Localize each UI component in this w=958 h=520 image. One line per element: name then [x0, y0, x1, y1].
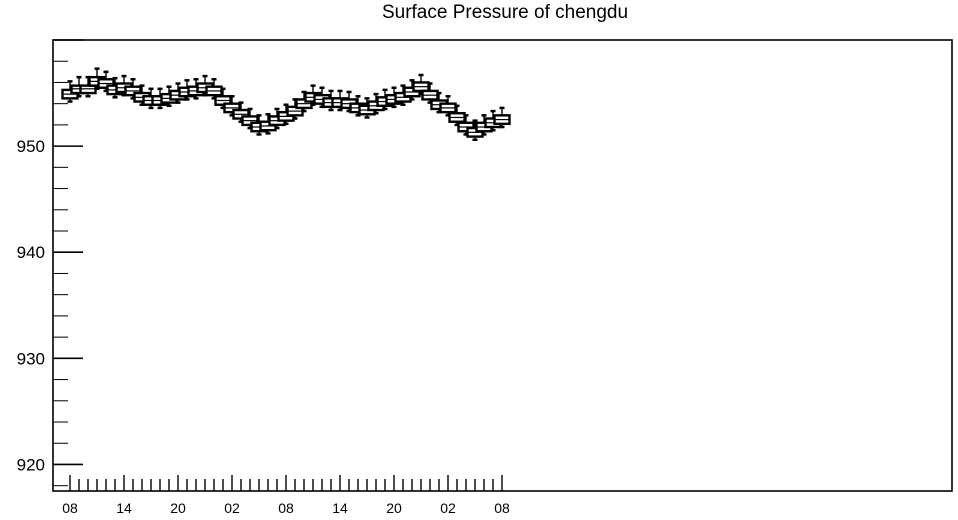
chart-title: Surface Pressure of chengdu — [381, 2, 629, 23]
x-tick-label: 02 — [224, 500, 240, 516]
x-tick-label: 08 — [494, 500, 510, 516]
x-tick-label: 20 — [386, 500, 402, 516]
box-mark — [223, 94, 241, 117]
x-axis: 08 14 20 02 08 14 20 02 08 — [62, 475, 510, 516]
box-mark — [439, 94, 457, 117]
x-tick-label: 02 — [440, 500, 456, 516]
box-mark — [421, 82, 439, 104]
box-mark — [412, 73, 430, 96]
box-mark — [448, 104, 466, 127]
y-tick-label: 920 — [17, 455, 45, 474]
y-tick-label: 940 — [17, 243, 45, 262]
y-tick-label: 930 — [17, 349, 45, 368]
box-mark — [214, 87, 232, 110]
x-tick-label: 14 — [116, 500, 132, 516]
y-tick-label: 950 — [17, 137, 45, 156]
box-mark — [358, 97, 376, 119]
box-series — [61, 67, 511, 142]
x-tick-label: 08 — [62, 500, 78, 516]
box-mark — [286, 98, 304, 120]
x-tick-label: 14 — [332, 500, 348, 516]
x-tick-label: 20 — [170, 500, 186, 516]
box-mark — [70, 75, 88, 98]
y-axis: 920 930 940 950 — [17, 39, 83, 487]
box-mark — [493, 106, 511, 129]
box-mark — [124, 78, 142, 100]
x-tick-label: 08 — [278, 500, 294, 516]
